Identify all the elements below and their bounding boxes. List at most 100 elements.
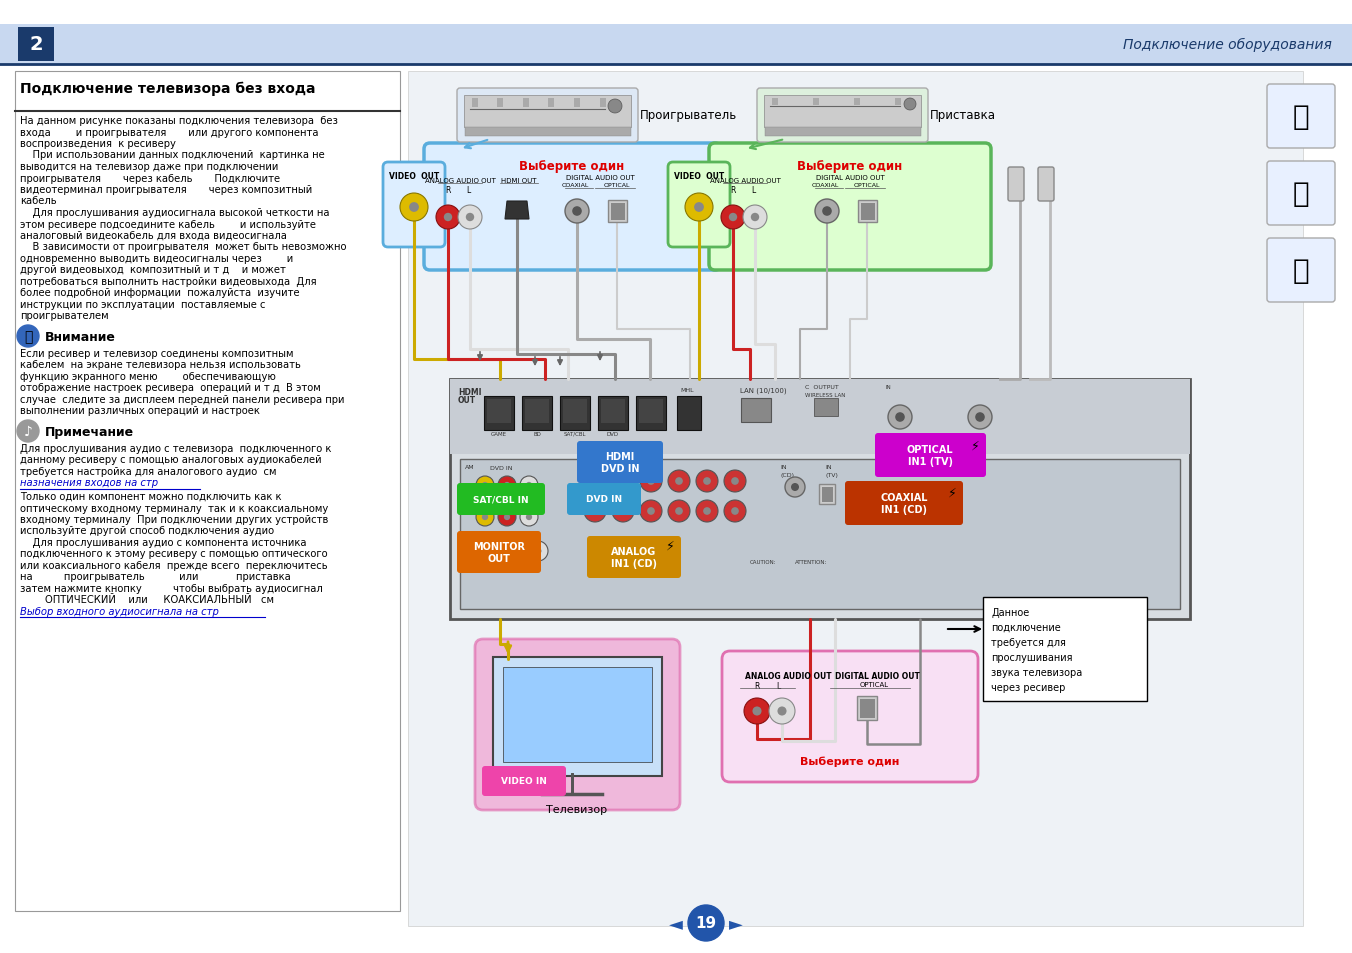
Circle shape bbox=[888, 406, 913, 430]
FancyBboxPatch shape bbox=[566, 483, 641, 516]
Circle shape bbox=[822, 207, 831, 216]
Text: выполнении различных операций и настроек: выполнении различных операций и настроек bbox=[20, 406, 260, 416]
FancyBboxPatch shape bbox=[708, 144, 991, 271]
Circle shape bbox=[731, 508, 738, 516]
FancyBboxPatch shape bbox=[764, 128, 921, 136]
FancyBboxPatch shape bbox=[845, 481, 963, 525]
Circle shape bbox=[791, 483, 799, 492]
Circle shape bbox=[688, 905, 725, 941]
Text: подключение: подключение bbox=[991, 622, 1061, 633]
Circle shape bbox=[584, 500, 606, 522]
Circle shape bbox=[975, 413, 984, 422]
Circle shape bbox=[685, 193, 713, 222]
Circle shape bbox=[608, 100, 622, 113]
Circle shape bbox=[895, 413, 904, 422]
Text: OUT: OUT bbox=[465, 540, 476, 545]
FancyBboxPatch shape bbox=[457, 532, 541, 574]
Text: SAT/CBL IN: SAT/CBL IN bbox=[473, 495, 529, 504]
FancyBboxPatch shape bbox=[757, 89, 927, 143]
Circle shape bbox=[619, 508, 627, 516]
Text: GAME: GAME bbox=[491, 432, 507, 436]
FancyBboxPatch shape bbox=[608, 201, 627, 223]
Circle shape bbox=[729, 213, 737, 222]
Circle shape bbox=[639, 500, 662, 522]
Text: IN: IN bbox=[825, 464, 831, 470]
FancyBboxPatch shape bbox=[560, 396, 589, 431]
Circle shape bbox=[675, 508, 683, 516]
Text: MONITOR: MONITOR bbox=[465, 535, 491, 539]
FancyBboxPatch shape bbox=[677, 396, 700, 431]
Circle shape bbox=[744, 206, 767, 230]
Text: SAT/CBL: SAT/CBL bbox=[564, 432, 587, 436]
Text: выводится на телевизор даже при подключении: выводится на телевизор даже при подключе… bbox=[20, 162, 279, 172]
FancyBboxPatch shape bbox=[472, 98, 477, 108]
Circle shape bbox=[731, 477, 738, 485]
Text: Телевизор: Телевизор bbox=[546, 804, 607, 814]
Text: R: R bbox=[754, 681, 760, 690]
FancyBboxPatch shape bbox=[860, 699, 875, 718]
Circle shape bbox=[904, 99, 917, 111]
FancyBboxPatch shape bbox=[573, 98, 580, 108]
Circle shape bbox=[400, 193, 429, 222]
Text: ANALOG AUDIO OUT: ANALOG AUDIO OUT bbox=[745, 671, 831, 680]
Text: инструкции по эксплуатации  поставляемые с: инструкции по эксплуатации поставляемые … bbox=[20, 299, 265, 310]
Text: R: R bbox=[445, 186, 450, 194]
FancyBboxPatch shape bbox=[457, 483, 545, 516]
FancyBboxPatch shape bbox=[819, 484, 836, 504]
Text: Примечание: Примечание bbox=[45, 426, 134, 438]
Text: BD: BD bbox=[533, 432, 541, 436]
Text: Выберите один: Выберите один bbox=[800, 757, 899, 767]
Text: Данное: Данное bbox=[991, 607, 1029, 618]
FancyBboxPatch shape bbox=[484, 396, 514, 431]
Text: HDMI: HDMI bbox=[458, 388, 481, 396]
Circle shape bbox=[968, 406, 992, 430]
Text: L: L bbox=[466, 186, 470, 194]
Text: ⚡: ⚡ bbox=[665, 539, 675, 553]
Text: DVD: DVD bbox=[607, 432, 619, 436]
FancyBboxPatch shape bbox=[457, 89, 638, 143]
Circle shape bbox=[565, 200, 589, 224]
FancyBboxPatch shape bbox=[498, 98, 503, 108]
Text: C  OUTPUT: C OUTPUT bbox=[804, 385, 838, 390]
FancyBboxPatch shape bbox=[772, 98, 777, 106]
Circle shape bbox=[696, 500, 718, 522]
Text: HDMI OUT: HDMI OUT bbox=[502, 178, 537, 184]
Circle shape bbox=[721, 206, 745, 230]
Text: кабель: кабель bbox=[20, 196, 57, 206]
FancyBboxPatch shape bbox=[523, 98, 529, 108]
Circle shape bbox=[612, 500, 634, 522]
Text: видеотерминал проигрывателя       через композитный: видеотерминал проигрывателя через композ… bbox=[20, 185, 312, 194]
FancyBboxPatch shape bbox=[639, 399, 662, 423]
Text: VIDEO  OUT: VIDEO OUT bbox=[673, 172, 725, 181]
Text: ►: ► bbox=[729, 914, 744, 932]
Text: ❓: ❓ bbox=[1293, 256, 1309, 285]
FancyBboxPatch shape bbox=[587, 537, 681, 578]
Text: IN: IN bbox=[886, 385, 891, 390]
Text: Приставка: Приставка bbox=[930, 110, 996, 122]
FancyBboxPatch shape bbox=[599, 98, 606, 108]
FancyBboxPatch shape bbox=[741, 398, 771, 422]
Circle shape bbox=[750, 213, 760, 222]
FancyBboxPatch shape bbox=[722, 651, 977, 782]
FancyBboxPatch shape bbox=[475, 639, 680, 810]
Text: DIGITAL AUDIO OUT: DIGITAL AUDIO OUT bbox=[815, 174, 884, 181]
Circle shape bbox=[648, 508, 654, 516]
Text: Только один компонент можно подключить как к: Только один компонент можно подключить к… bbox=[20, 492, 281, 501]
Text: одновременно выводить видеосигналы через        и: одновременно выводить видеосигналы через… bbox=[20, 253, 293, 264]
Text: VIDEO  OUT: VIDEO OUT bbox=[389, 172, 439, 181]
Text: данному ресиверу с помощью аналоговых аудиокабелей: данному ресиверу с помощью аналоговых ау… bbox=[20, 455, 322, 465]
Circle shape bbox=[504, 482, 510, 489]
Text: OPTICAL: OPTICAL bbox=[853, 183, 880, 188]
Circle shape bbox=[584, 471, 606, 493]
Text: требуется настройка для аналогового аудио  см: требуется настройка для аналогового ауди… bbox=[20, 467, 277, 476]
Text: функцию экранного меню        обеспечивающую: функцию экранного меню обеспечивающую bbox=[20, 372, 276, 381]
Text: LAN (10/100): LAN (10/100) bbox=[740, 388, 787, 395]
FancyBboxPatch shape bbox=[1267, 239, 1334, 303]
Text: VIDEO IN: VIDEO IN bbox=[502, 777, 548, 785]
Text: ANALOG AUDIO OUT: ANALOG AUDIO OUT bbox=[710, 178, 780, 184]
Circle shape bbox=[521, 476, 538, 495]
Text: Внимание: Внимание bbox=[45, 331, 116, 344]
FancyBboxPatch shape bbox=[598, 396, 627, 431]
Text: ♪: ♪ bbox=[23, 424, 32, 438]
Circle shape bbox=[572, 207, 581, 216]
